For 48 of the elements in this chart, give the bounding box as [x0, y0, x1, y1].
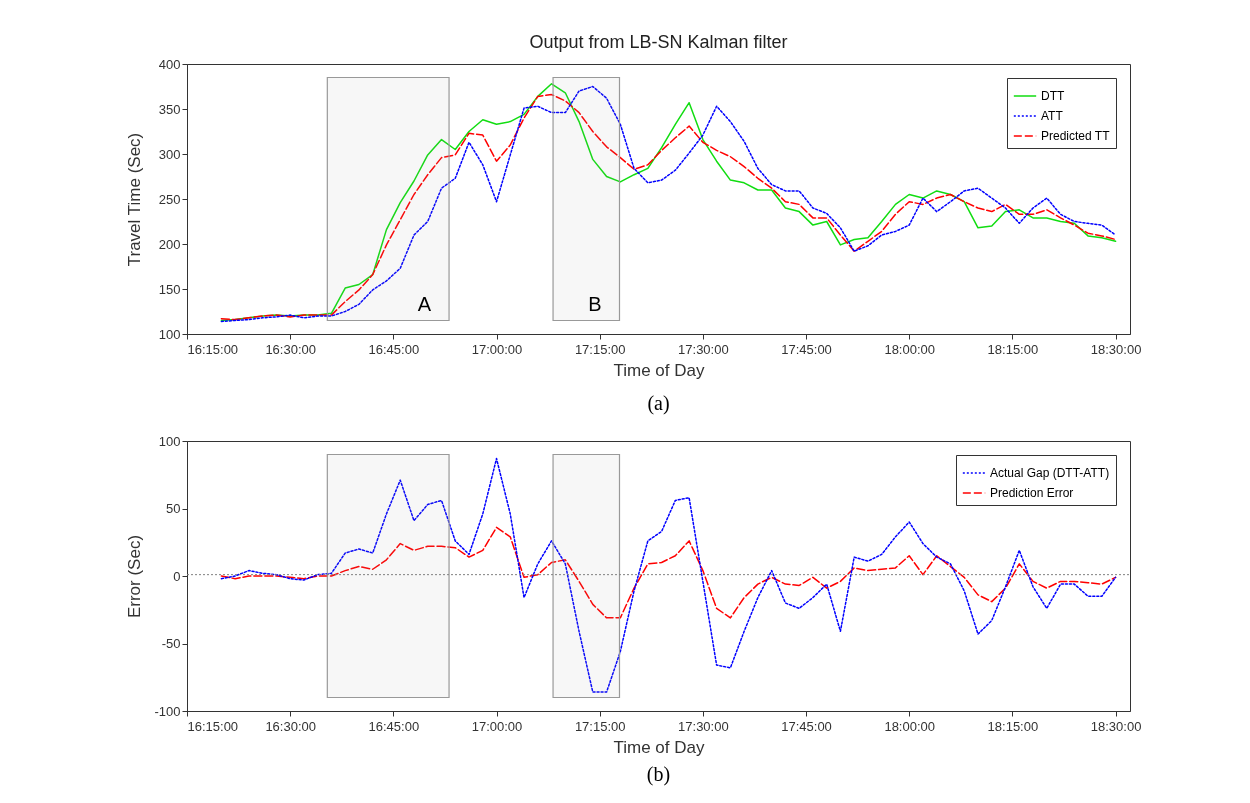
x-tick-label: 16:15:00: [187, 341, 239, 357]
x-tick-label: 18:00:00: [884, 341, 936, 357]
legend-label: Prediction Error: [990, 486, 1074, 500]
text: (a): [646, 392, 671, 415]
x-tick-label: 18:00:00: [884, 718, 936, 734]
chart-title: Output from LB-SN Kalman filter: [529, 32, 788, 52]
x-axis-title: Time of Day: [613, 360, 705, 380]
y-tick-label: -50: [161, 636, 181, 651]
band-label: A: [417, 292, 432, 315]
y-tick-label: 300: [158, 146, 181, 162]
x-tick-label: 17:00:00: [471, 718, 523, 734]
y-axis-title: Travel Time (Sec): [124, 132, 144, 267]
x-tick-label: 16:30:00: [265, 718, 316, 734]
y-tick-label: 200: [158, 236, 181, 252]
y-tick-label: -100: [154, 703, 181, 719]
x-tick-label: 17:15:00: [574, 718, 626, 734]
x-tick-label: 17:15:00: [574, 341, 626, 357]
x-axis-title: Time of Day: [613, 737, 705, 757]
y-tick-label: 350: [158, 101, 181, 117]
x-tick-label: 17:30:00: [678, 718, 729, 734]
x-tick-label: 16:30:00: [265, 341, 316, 357]
y-tick-label: 400: [158, 56, 181, 72]
y-tick-label: 0: [173, 568, 181, 584]
x-tick-label: 17:00:00: [471, 341, 523, 357]
legend-label: DTT: [1041, 89, 1065, 103]
legend-label: Actual Gap (DTT-ATT): [990, 466, 1110, 480]
x-tick-label: 18:15:00: [987, 718, 1039, 734]
x-tick-label: 17:30:00: [678, 341, 729, 357]
y-tick-label: 150: [158, 281, 181, 297]
line-series: [220, 457, 1117, 693]
y-axis-title: Error (Sec): [124, 534, 144, 619]
line-series: [220, 526, 1117, 619]
legend-label: Predicted TT: [1041, 129, 1111, 143]
y-tick-label: 100: [158, 326, 181, 342]
text: (b): [645, 763, 672, 786]
x-tick-label: 16:45:00: [368, 718, 420, 734]
x-tick-label: 18:30:00: [1090, 718, 1142, 734]
x-tick-label: 18:15:00: [987, 341, 1039, 357]
band-label: B: [588, 292, 602, 315]
x-tick-label: 17:45:00: [781, 718, 832, 734]
y-tick-label: 100: [158, 433, 181, 449]
legend-label: ATT: [1041, 109, 1064, 123]
x-tick-label: 16:45:00: [368, 341, 420, 357]
y-tick-label: 250: [158, 191, 181, 207]
x-tick-label: 18:30:00: [1090, 341, 1142, 357]
x-tick-label: 17:45:00: [781, 341, 832, 357]
y-tick-label: 50: [166, 501, 181, 516]
x-tick-label: 16:15:00: [187, 718, 239, 734]
